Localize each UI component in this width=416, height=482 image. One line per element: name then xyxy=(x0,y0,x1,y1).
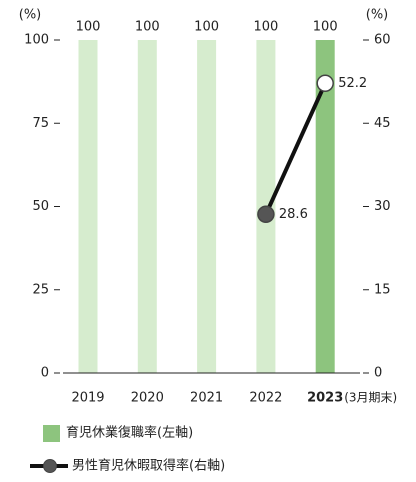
legend-label: 育児休業復職率(左軸) xyxy=(66,425,193,441)
y2-tick-label: 15 xyxy=(374,282,391,297)
y-tick-label: 25 xyxy=(32,282,49,297)
line-marker xyxy=(257,205,275,224)
x-tick-label: 2020 xyxy=(131,391,164,406)
y-tick-label: 0 xyxy=(41,366,49,381)
x-tick-label: 2022 xyxy=(249,391,282,406)
bar-value-label: 100 xyxy=(194,20,219,35)
bar-value-label: 100 xyxy=(313,20,338,35)
y-axis-label: (%) xyxy=(19,8,42,23)
y2-tick-label: 0 xyxy=(374,366,382,381)
legend-marker xyxy=(43,459,57,473)
bar xyxy=(197,40,217,373)
bar-value-label: 100 xyxy=(135,20,160,35)
x-annotation: (3月期末) xyxy=(344,391,397,405)
y-tick-label: 75 xyxy=(32,116,49,131)
y2-tick-label: 60 xyxy=(374,33,391,48)
legend-label: 男性育児休暇取得率(右軸) xyxy=(72,458,225,474)
x-tick-label: 2021 xyxy=(190,391,223,406)
x-tick-label: 2023 xyxy=(307,391,343,406)
bar-value-label: 100 xyxy=(253,20,278,35)
legend-swatch xyxy=(43,425,60,442)
y2-axis-label: (%) xyxy=(366,8,389,23)
line xyxy=(264,82,328,216)
bar xyxy=(137,40,157,373)
line-marker xyxy=(316,74,334,93)
x-tick-label: 2019 xyxy=(71,391,104,406)
line-value-label: 28.6 xyxy=(279,207,308,222)
bar-value-label: 100 xyxy=(76,20,101,35)
y2-tick-label: 45 xyxy=(374,116,391,131)
y-tick-label: 100 xyxy=(24,33,49,48)
y-tick-label: 50 xyxy=(32,199,49,214)
line-value-label: 52.2 xyxy=(338,76,367,91)
bar xyxy=(78,40,98,373)
bar xyxy=(315,40,335,373)
y2-tick-label: 30 xyxy=(374,199,391,214)
